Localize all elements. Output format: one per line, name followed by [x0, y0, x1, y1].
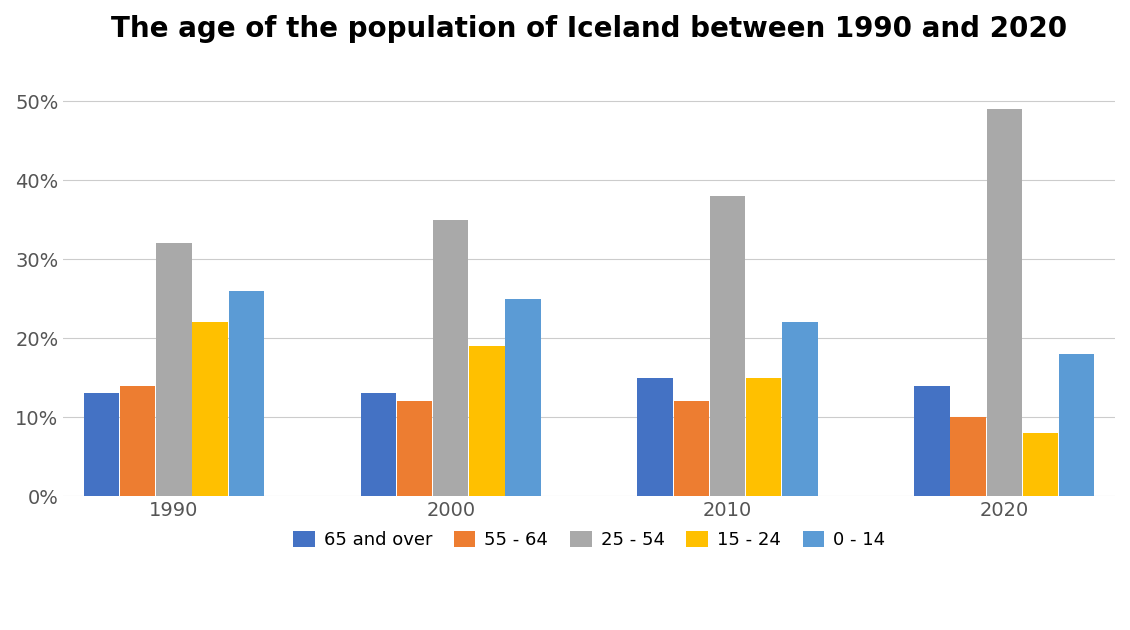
Bar	[673, 401, 709, 496]
Bar	[360, 393, 397, 496]
Bar	[505, 299, 541, 496]
Bar	[469, 346, 505, 496]
Bar	[746, 377, 782, 496]
Bar	[1023, 433, 1058, 496]
Bar	[950, 417, 985, 496]
Bar	[914, 386, 949, 496]
Bar	[782, 323, 818, 496]
Bar	[637, 377, 672, 496]
Bar	[710, 196, 746, 496]
Legend: 65 and over, 55 - 64, 25 - 54, 15 - 24, 0 - 14: 65 and over, 55 - 64, 25 - 54, 15 - 24, …	[286, 524, 893, 556]
Bar	[84, 393, 120, 496]
Title: The age of the population of Iceland between 1990 and 2020: The age of the population of Iceland bet…	[111, 15, 1067, 43]
Bar	[228, 291, 264, 496]
Bar	[397, 401, 433, 496]
Bar	[1059, 354, 1095, 496]
Bar	[120, 386, 156, 496]
Bar	[156, 244, 192, 496]
Bar	[986, 110, 1022, 496]
Bar	[433, 220, 469, 496]
Bar	[192, 323, 228, 496]
